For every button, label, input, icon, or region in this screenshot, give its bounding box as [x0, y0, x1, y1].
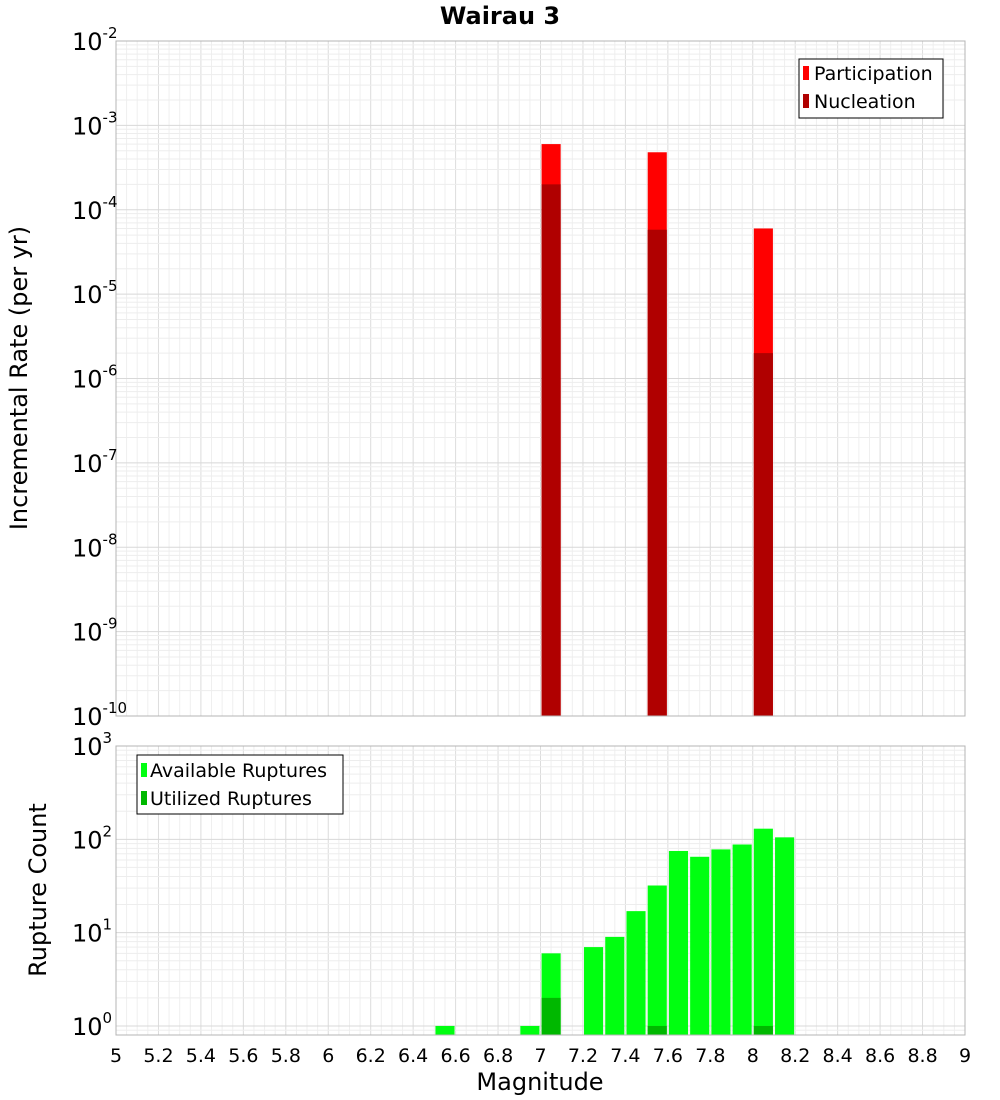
y-tick-label: 103	[72, 729, 112, 761]
bottom-y-axis-title: Rupture Count	[24, 803, 52, 977]
x-tick-label: 9	[959, 1045, 971, 1067]
x-tick-label: 5.2	[143, 1045, 173, 1067]
y-tick-label: 10-5	[72, 277, 118, 309]
bar-nucleation	[541, 184, 561, 717]
bar-available-ruptures	[584, 947, 604, 1035]
x-tick-label: 5.8	[271, 1045, 301, 1067]
y-tick-label: 10-7	[72, 446, 118, 478]
y-tick-label: 10-9	[72, 615, 118, 647]
x-tick-labels: 5 5.2 5.4 5.6 5.8 6 6.2 6.4 6.6 6.8 7 7.2 7.4 7.6 7.8 8…	[110, 1045, 971, 1067]
bar-nucleation	[647, 229, 667, 717]
bar-available-ruptures	[775, 837, 795, 1035]
bar-available-ruptures	[753, 828, 773, 1035]
y-tick-label: 102	[72, 822, 112, 854]
x-tick-label: 8.8	[907, 1045, 937, 1067]
x-tick-label: 8.2	[780, 1045, 810, 1067]
top-plot-grid	[115, 40, 966, 717]
x-tick-label: 7.6	[653, 1045, 683, 1067]
y-tick-label: 100	[72, 1009, 112, 1041]
y-tick-label: 10-3	[72, 108, 118, 140]
bottom-legend: Available Ruptures Utilized Ruptures	[136, 754, 344, 815]
y-tick-label: 10-8	[72, 530, 118, 562]
y-tick-label: 10-10	[72, 699, 127, 731]
bar-available-ruptures	[690, 856, 710, 1035]
x-tick-label: 7.2	[568, 1045, 598, 1067]
bar-available-ruptures	[711, 849, 731, 1035]
x-tick-label: 8	[747, 1045, 759, 1067]
y-tick-label: 101	[72, 916, 112, 948]
y-tick-label: 10-4	[72, 193, 118, 225]
x-tick-label: 7	[534, 1045, 546, 1067]
bottom-y-ticks: 100 101 102 103	[72, 729, 112, 1041]
y-tick-label: 10-6	[72, 362, 118, 394]
chart-title: Wairau 3	[440, 2, 560, 30]
top-y-ticks: 10-10 10-9 10-8 10-7 10-6 10-5 10-4 10-3 10-2	[72, 24, 127, 731]
legend-swatch-nucleation	[803, 94, 809, 108]
bar-available-ruptures	[520, 1025, 540, 1035]
top-legend-box	[798, 58, 944, 119]
bar-available-ruptures	[647, 885, 667, 1035]
legend-swatch-utilized	[141, 791, 147, 805]
x-tick-label: 6.2	[356, 1045, 386, 1067]
bar-utilized-ruptures	[541, 997, 561, 1035]
x-tick-label: 8.6	[865, 1045, 895, 1067]
bar-available-ruptures	[668, 850, 689, 1035]
x-tick-label: 5.4	[186, 1045, 216, 1067]
bar-utilized-ruptures	[647, 1025, 667, 1035]
legend-label-nucleation: Nucleation	[814, 91, 916, 113]
bottom-plot-bars	[435, 828, 795, 1035]
x-tick-label: 6.8	[483, 1045, 513, 1067]
x-tick-label: 6.6	[440, 1045, 470, 1067]
bar-available-ruptures	[605, 936, 625, 1035]
x-tick-label: 8.4	[823, 1045, 853, 1067]
x-tick-label: 6	[322, 1045, 334, 1067]
bar-available-ruptures	[732, 844, 752, 1035]
legend-label-available: Available Ruptures	[150, 760, 327, 782]
top-plot-bars	[541, 144, 773, 717]
bar-available-ruptures	[435, 1025, 455, 1035]
x-axis-title: Magnitude	[476, 1068, 603, 1096]
top-y-axis-title: Incremental Rate (per yr)	[5, 226, 33, 530]
x-tick-label: 5.6	[228, 1045, 258, 1067]
x-tick-label: 7.8	[695, 1045, 725, 1067]
bottom-plot-grid	[115, 745, 966, 1036]
bar-available-ruptures	[626, 911, 646, 1035]
bar-nucleation	[753, 353, 773, 716]
top-legend: Participation Nucleation	[798, 58, 944, 119]
x-tick-label: 5	[110, 1045, 122, 1067]
x-tick-label: 6.4	[398, 1045, 428, 1067]
legend-label-utilized: Utilized Ruptures	[150, 788, 312, 810]
legend-label-participation: Participation	[814, 63, 933, 85]
x-tick-label: 7.4	[610, 1045, 640, 1067]
y-tick-label: 10-2	[72, 24, 118, 56]
top-plot-frame	[115, 40, 966, 717]
bar-utilized-ruptures	[753, 1025, 773, 1035]
legend-swatch-available	[141, 763, 147, 777]
legend-swatch-participation	[803, 66, 809, 80]
bottom-legend-box	[136, 754, 344, 815]
bottom-plot-frame	[115, 745, 966, 1036]
